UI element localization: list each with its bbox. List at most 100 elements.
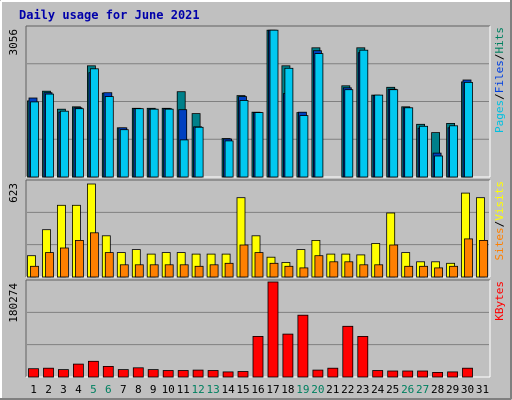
bar-kbytes-day-27	[417, 370, 429, 378]
x-tick-label: 23	[356, 383, 369, 396]
x-tick-label: 25	[386, 383, 399, 396]
x-tick-label: 19	[296, 383, 309, 396]
bar-pages-day-29	[449, 125, 459, 178]
bar-kbytes-day-13	[207, 370, 219, 378]
bar-pages-day-9	[149, 108, 159, 178]
bar-kbytes-day-16	[252, 335, 264, 378]
bar-pages-day-15	[239, 100, 249, 178]
bar-kbytes-day-4	[73, 363, 84, 378]
x-tick-label: 12	[191, 383, 204, 396]
bar-pages-day-25	[389, 89, 399, 178]
legend-entry: Visits	[493, 181, 506, 221]
bar-sites-day-20	[314, 255, 324, 278]
x-tick-label: 13	[206, 383, 219, 396]
x-tick-label: 29	[446, 383, 459, 396]
bar-pages-day-23	[359, 49, 369, 178]
bar-pages-day-26	[404, 107, 414, 178]
series-kbytes	[28, 281, 473, 378]
bar-sites-day-6	[104, 252, 114, 278]
y-max-label: 3056	[7, 29, 20, 56]
bar-pages-day-3	[60, 110, 69, 178]
x-tick-label: 27	[416, 383, 429, 396]
bar-pages-day-12	[194, 126, 204, 178]
bar-pages-day-16	[254, 112, 264, 178]
bar-kbytes-day-7	[117, 369, 129, 378]
bar-sites-day-24	[374, 264, 384, 278]
bar-kbytes-day-3	[58, 369, 69, 378]
chart-title: Daily usage for June 2021	[19, 8, 200, 22]
x-tick-label: 8	[135, 383, 142, 396]
bar-pages-day-5	[90, 68, 99, 178]
bar-kbytes-day-14	[222, 371, 234, 378]
bar-pages-day-2	[45, 93, 54, 178]
x-tick-label: 22	[341, 383, 354, 396]
bar-sites-day-9	[149, 264, 159, 278]
bar-sites-day-16	[254, 252, 264, 278]
x-tick-label: 30	[461, 383, 474, 396]
bar-sites-day-18	[284, 265, 294, 278]
bar-kbytes-day-23	[357, 335, 369, 378]
bar-pages-day-27	[419, 125, 429, 178]
x-tick-label: 6	[105, 383, 112, 396]
bar-kbytes-day-17	[267, 281, 279, 378]
bar-kbytes-day-2	[43, 367, 54, 378]
bar-kbytes-day-11	[177, 370, 189, 378]
bar-sites-day-4	[75, 239, 84, 278]
bar-sites-day-29	[449, 265, 459, 278]
x-tick-label: 9	[150, 383, 157, 396]
bar-pages-day-4	[75, 108, 84, 178]
x-tick-label: 2	[45, 383, 52, 396]
y-max-label: 623	[7, 183, 20, 203]
bar-sites-day-3	[60, 247, 69, 278]
legend: Sites/Visits	[493, 181, 506, 261]
bar-sites-day-28	[434, 267, 444, 278]
bar-kbytes-day-26	[402, 370, 414, 378]
bar-kbytes-day-9	[147, 369, 159, 378]
bar-pages-day-1	[30, 101, 39, 178]
x-tick-label: 21	[326, 383, 339, 396]
bar-sites-day-23	[359, 264, 369, 278]
legend-entry: /	[493, 54, 506, 61]
bar-sites-day-5	[90, 232, 99, 278]
bar-pages-day-11	[179, 139, 189, 178]
legend-entry: Pages	[493, 100, 506, 133]
bar-sites-day-26	[404, 265, 414, 278]
bar-kbytes-day-28	[432, 371, 444, 378]
x-tick-label: 24	[371, 383, 385, 396]
x-tick-label: 18	[281, 383, 294, 396]
bar-sites-day-17	[269, 262, 279, 278]
x-tick-label: 10	[162, 383, 175, 396]
bar-kbytes-day-5	[88, 360, 99, 378]
x-tick-label: 28	[431, 383, 444, 396]
legend: Pages/Files/Hits	[493, 27, 506, 133]
bar-pages-day-14	[224, 140, 234, 178]
bar-pages-day-18	[284, 67, 294, 178]
x-tick-label: 5	[90, 383, 97, 396]
bar-pages-day-30	[464, 82, 473, 178]
legend: KBytes	[493, 281, 506, 321]
bar-sites-day-15	[239, 244, 249, 278]
bar-kbytes-day-20	[312, 369, 324, 378]
x-tick-label: 14	[221, 383, 235, 396]
series-pages	[30, 29, 473, 178]
x-tick-label: 26	[401, 383, 414, 396]
bar-pages-day-22	[344, 89, 354, 178]
bar-kbytes-day-29	[447, 371, 459, 378]
x-tick-label: 7	[120, 383, 127, 396]
x-tick-label: 1	[30, 383, 37, 396]
x-tick-label: 11	[177, 383, 190, 396]
legend-entry: Sites	[493, 227, 506, 260]
x-tick-label: 16	[251, 383, 264, 396]
legend-entry: KBytes	[493, 281, 506, 321]
bar-kbytes-day-12	[192, 369, 204, 378]
panel-bottom: 180274 KBytes	[7, 279, 506, 378]
bar-sites-day-13	[209, 264, 219, 278]
x-tick-label: 3	[60, 383, 67, 396]
bar-pages-day-10	[164, 108, 174, 178]
x-tick-label: 20	[311, 383, 324, 396]
bar-kbytes-day-24	[372, 370, 384, 378]
bar-kbytes-day-22	[342, 325, 354, 378]
bar-sites-day-30	[464, 238, 473, 278]
bar-pages-day-20	[314, 53, 324, 178]
